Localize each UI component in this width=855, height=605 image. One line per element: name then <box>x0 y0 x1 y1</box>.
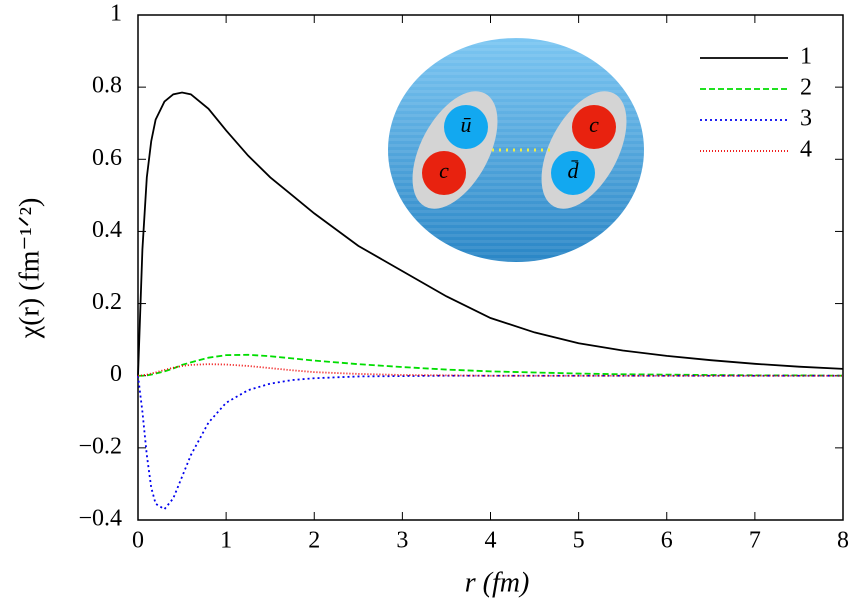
x-tick-label: 7 <box>749 528 761 554</box>
y-tick-label: −0.2 <box>78 433 122 459</box>
x-tick-label: 4 <box>485 528 497 554</box>
x-tick-label: 1 <box>220 528 232 554</box>
inset-label: ū <box>461 112 472 137</box>
y-tick-label: 0.4 <box>92 217 122 243</box>
series-line <box>137 374 843 511</box>
y-axis-label: χ(r) (fm⁻¹ᐟ²) <box>14 198 45 340</box>
y-tick-label: 1 <box>110 1 122 27</box>
x-tick-label: 3 <box>396 528 408 554</box>
x-tick-label: 6 <box>661 528 673 554</box>
y-tick-label: 0.6 <box>92 145 122 171</box>
legend-label: 3 <box>800 106 812 132</box>
x-axis-label: r (fm) <box>465 567 530 598</box>
legend-label: 2 <box>800 75 812 101</box>
x-tick-label: 8 <box>837 528 849 554</box>
x-tick-label: 0 <box>132 528 144 554</box>
legend-label: 1 <box>800 44 812 70</box>
series-line <box>137 91 844 376</box>
x-tick-label: 5 <box>573 528 585 554</box>
y-tick-label: 0.8 <box>92 73 122 99</box>
legend-label: 4 <box>800 137 812 163</box>
series-line <box>137 363 843 377</box>
series-line <box>138 353 844 377</box>
y-tick-label: 0.2 <box>92 289 122 315</box>
inset-label: c <box>439 158 449 183</box>
inset-label: c <box>589 112 599 137</box>
y-tick-label: 0 <box>110 361 122 387</box>
y-tick-label: −0.4 <box>78 506 122 532</box>
x-tick-label: 2 <box>308 528 320 554</box>
inset-label: d̄ <box>568 158 580 183</box>
inset-diagram: ū c c d̄ <box>388 38 644 262</box>
